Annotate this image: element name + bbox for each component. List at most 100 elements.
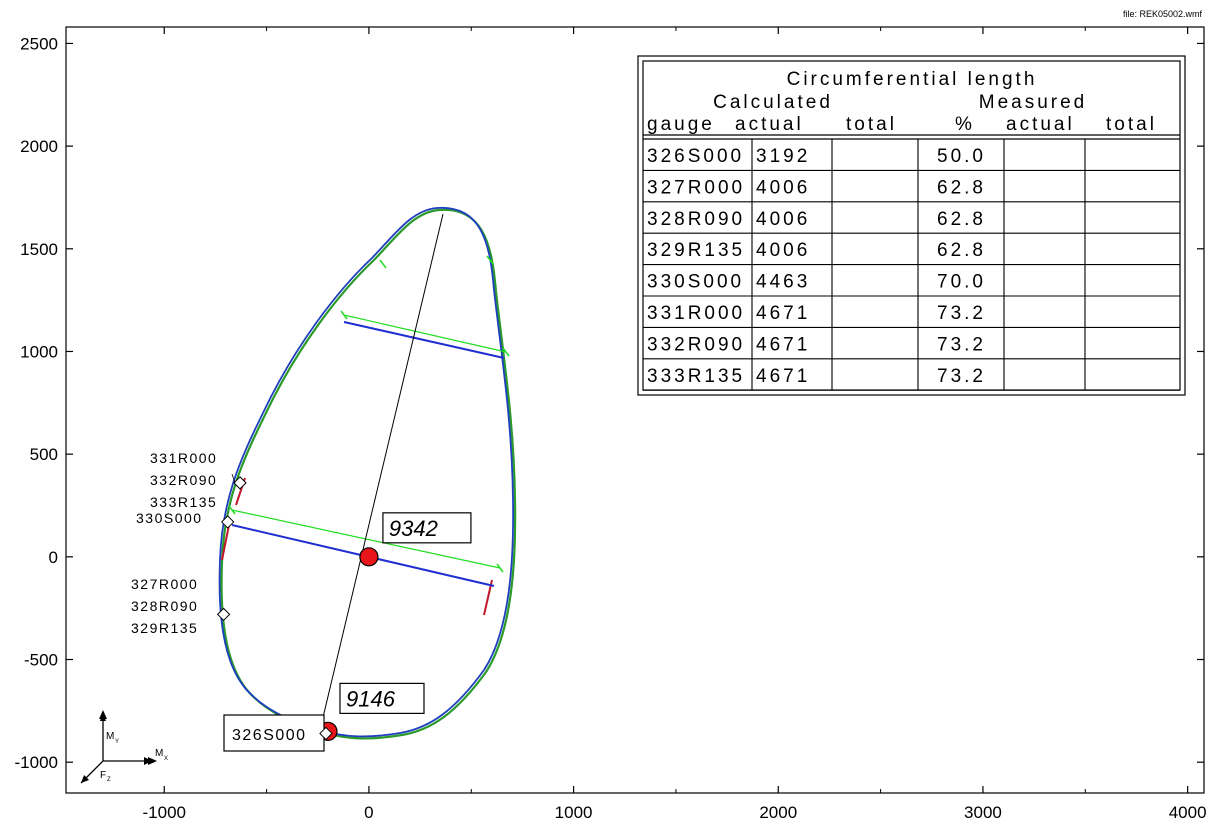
mx-label: M — [155, 748, 163, 759]
axis-tick-labels: -1000 0 1000 2000 3000 4000 -1000 -500 0 500 1000 1… — [15, 34, 1207, 822]
gauge-diamond-icon — [220, 515, 235, 529]
axis-ticks — [66, 27, 1204, 793]
table-row: 328R090 4006 62.8 — [643, 209, 1180, 234]
mx-arrowhead-icon — [148, 757, 157, 765]
gauge-diamond-icon — [319, 726, 333, 741]
fz-arrowhead-icon — [81, 775, 89, 783]
marker-label: 9146 — [346, 686, 396, 711]
chord-top-blue — [343, 321, 505, 359]
chord-end-tick — [379, 259, 387, 269]
table-cell-pct: 62.8 — [937, 209, 986, 230]
table-col-pct: % — [955, 114, 975, 135]
table-cell-gauge: 332R090 — [647, 334, 745, 355]
table-col-gauge: gauge — [647, 114, 715, 135]
table-cell-pct: 73.2 — [937, 366, 986, 387]
gauge-label: 329R135 — [131, 620, 198, 636]
table-cell-actual: 4671 — [756, 303, 810, 324]
file-label: file: REK05002.wmf — [1123, 9, 1203, 19]
table-cell-gauge: 330S000 — [647, 272, 744, 293]
table-row: 327R000 4006 62.8 — [643, 177, 1180, 203]
table-cell-actual: 4463 — [756, 272, 810, 293]
table-outer-frame — [637, 55, 1186, 396]
gauge-diamond-icon — [216, 607, 231, 622]
gauge-label: 333R135 — [150, 494, 217, 510]
mx-sub-label: X — [164, 756, 168, 762]
table-col-total: total — [846, 114, 897, 135]
fz-label: F — [100, 770, 106, 781]
chord-end-tick — [502, 347, 510, 357]
table-cell-gauge: 326S000 — [647, 146, 744, 167]
chord-end-tick — [228, 505, 236, 515]
table-row: 332R090 4671 73.2 — [643, 334, 1180, 360]
table-group-measured: Measured — [979, 92, 1088, 113]
table-row: 326S000 3192 50.0 — [643, 146, 1180, 171]
y-tick-label: 500 — [30, 445, 58, 464]
marker-point — [359, 547, 379, 567]
mx-arrowhead-double-icon — [144, 757, 152, 765]
table-cell-gauge: 328R090 — [647, 209, 745, 230]
y-tick-label: 2500 — [20, 34, 58, 53]
table-cell-actual: 4006 — [756, 240, 810, 261]
my-sub-label: Y — [115, 739, 119, 745]
table-cell-actual: 4006 — [756, 177, 810, 198]
my-arrowhead-double-icon — [100, 713, 106, 721]
y-tick-label: 1500 — [20, 240, 58, 259]
table-col-measured-total: total — [1106, 114, 1157, 135]
table-row: 331R000 4671 73.2 — [643, 303, 1180, 328]
chord-top-green — [343, 314, 507, 353]
marker-label-box — [382, 512, 472, 544]
gauge-label: 331R000 — [150, 450, 217, 466]
table-cell-gauge: 331R000 — [647, 303, 745, 324]
table-cell-pct: 62.8 — [937, 177, 986, 198]
gauge-label: 328R090 — [131, 598, 198, 614]
table-rows: 326S000 3192 50.0 327R000 4006 62.8 328R090 400… — [643, 139, 1180, 391]
plot-frame — [65, 26, 1205, 794]
table-col-actual: actual — [735, 114, 804, 135]
table-cell-pct: 50.0 — [937, 146, 986, 167]
circumferential-length-table: Circumferential length Calculated Measur… — [637, 55, 1186, 396]
table-col-measured-actual: actual — [1006, 114, 1075, 135]
table-cell-pct: 62.8 — [937, 240, 986, 261]
y-tick-label: -500 — [24, 651, 58, 670]
gauge-leader — [231, 473, 236, 484]
fz-sub-label: Z — [107, 777, 111, 783]
chord-end-tick — [496, 563, 504, 573]
boxed-gauge-frame — [223, 714, 325, 752]
x-tick-label: 0 — [364, 803, 373, 822]
profile-outline-inner — [220, 208, 517, 740]
stacking-line — [319, 213, 444, 731]
table-cell-gauge: 329R135 — [647, 240, 745, 261]
table-cell-pct: 73.2 — [937, 334, 986, 355]
y-tick-label: -1000 — [15, 753, 58, 772]
table-row: 333R135 4671 73.2 — [643, 366, 1180, 391]
x-tick-label: -1000 — [143, 803, 186, 822]
table-cell-actual: 3192 — [756, 146, 810, 167]
my-label: M — [106, 731, 114, 742]
table-row: 329R135 4006 62.8 — [643, 240, 1180, 266]
x-tick-label: 3000 — [964, 803, 1002, 822]
table-cell-gauge: 333R135 — [647, 366, 745, 387]
gauge-label: 332R090 — [150, 472, 217, 488]
blade-profile — [218, 207, 517, 740]
y-tick-label: 1000 — [20, 342, 58, 361]
table-title: Circumferential length — [787, 69, 1038, 90]
table-cell-pct: 73.2 — [937, 303, 986, 324]
axis-indicator: M Y M X F Z — [80, 710, 168, 784]
x-tick-label: 2000 — [759, 803, 797, 822]
table-cell-actual: 4006 — [756, 209, 810, 230]
table-cell-pct: 70.0 — [937, 272, 986, 293]
marker-label: 9342 — [389, 516, 438, 541]
table-cell-actual: 4671 — [756, 366, 810, 387]
gauge-label: 327R000 — [131, 576, 198, 592]
x-tick-label: 1000 — [555, 803, 593, 822]
y-tick-label: 2000 — [20, 137, 58, 156]
profile-outline-outer — [218, 207, 515, 738]
table-cell-actual: 4671 — [756, 334, 810, 355]
table-cell-gauge: 327R000 — [647, 177, 745, 198]
y-tick-label: 0 — [49, 548, 58, 567]
profile-overlay: 9342 9146 — [228, 213, 510, 741]
chord-end-tick — [486, 255, 494, 265]
gauge-label: 330S000 — [136, 510, 203, 526]
